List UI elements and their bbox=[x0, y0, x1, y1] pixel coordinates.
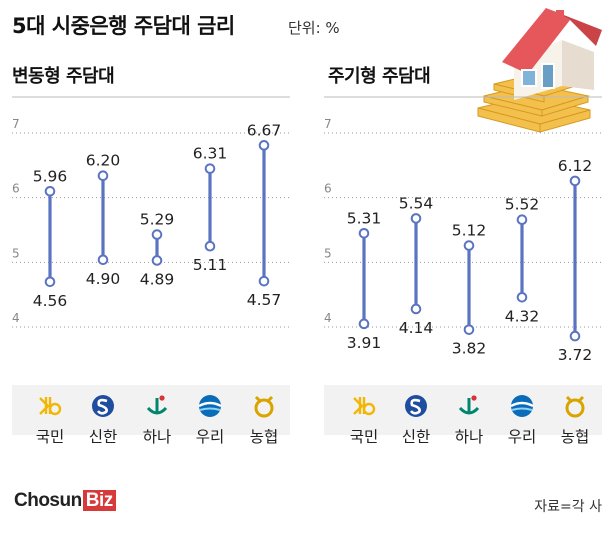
max-value-label: 5.31 bbox=[347, 209, 382, 227]
min-value-label: 3.82 bbox=[452, 340, 487, 358]
bank-name-label: 신한 bbox=[89, 428, 118, 446]
bank-name-label: 우리 bbox=[196, 428, 225, 446]
min-value-label: 4.32 bbox=[505, 307, 540, 325]
max-value-label: 5.96 bbox=[33, 167, 68, 185]
min-value-label: 4.56 bbox=[33, 292, 68, 310]
min-value-label: 4.90 bbox=[86, 270, 121, 288]
unit-label: 단위: % bbox=[288, 19, 340, 37]
bank-name-label: 국민 bbox=[350, 428, 379, 446]
bank-name-label: 하나 bbox=[455, 428, 484, 446]
bank-name-label: 하나 bbox=[143, 428, 172, 446]
min-point bbox=[204, 240, 216, 252]
max-point bbox=[258, 140, 270, 151]
min-point bbox=[44, 276, 56, 288]
min-value-label: 3.91 bbox=[347, 334, 382, 352]
shinhan-icon bbox=[405, 395, 427, 417]
kb-icon bbox=[353, 397, 376, 416]
min-value-label: 5.11 bbox=[193, 256, 228, 274]
hana-icon bbox=[458, 395, 480, 415]
max-point bbox=[516, 214, 528, 226]
min-value-label: 3.72 bbox=[558, 346, 593, 364]
min-value-label: 4.14 bbox=[399, 319, 434, 337]
max-point bbox=[97, 170, 109, 182]
bank-name-label: 우리 bbox=[508, 428, 537, 446]
max-value-label: 6.67 bbox=[247, 121, 282, 139]
y-tick-label: 5 bbox=[12, 246, 20, 260]
max-value-label: 6.31 bbox=[193, 145, 228, 163]
chart-title-variable: 변동형 주담대 bbox=[12, 66, 115, 87]
max-value-label: 5.52 bbox=[505, 196, 540, 214]
max-value-label: 6.12 bbox=[558, 157, 593, 175]
brand-logo: Chosun Biz bbox=[14, 490, 116, 512]
y-tick-label: 6 bbox=[324, 182, 332, 196]
page-title: 5대 시중은행 주담대 금리 bbox=[12, 14, 235, 38]
y-tick-label: 4 bbox=[12, 311, 20, 325]
chart-title-periodic: 주기형 주담대 bbox=[328, 66, 431, 87]
shinhan-icon bbox=[92, 395, 114, 417]
max-point bbox=[463, 240, 475, 251]
max-point bbox=[410, 213, 422, 224]
min-point bbox=[358, 318, 370, 330]
y-tick-label: 5 bbox=[324, 246, 332, 260]
min-point bbox=[151, 255, 163, 266]
brand-main: Chosun bbox=[14, 490, 82, 511]
bank-name-label: 농협 bbox=[250, 428, 279, 446]
max-point bbox=[569, 175, 581, 187]
max-value-label: 6.20 bbox=[86, 152, 121, 170]
min-point bbox=[569, 330, 581, 342]
max-point bbox=[151, 229, 163, 240]
bank-name-label: 신한 bbox=[402, 428, 431, 446]
max-point bbox=[358, 227, 370, 239]
max-point bbox=[44, 185, 56, 197]
min-value-label: 4.57 bbox=[247, 291, 282, 309]
min-point bbox=[410, 303, 422, 315]
source-note: 자료=각 사 bbox=[534, 499, 602, 515]
y-tick-label: 7 bbox=[324, 117, 332, 131]
max-value-label: 5.29 bbox=[140, 211, 175, 229]
min-point bbox=[258, 275, 270, 287]
nh-icon bbox=[565, 395, 585, 418]
min-point bbox=[516, 292, 528, 303]
hana-icon bbox=[146, 395, 168, 415]
bank-name-label: 농협 bbox=[561, 428, 590, 446]
max-value-label: 5.54 bbox=[399, 194, 434, 212]
y-tick-label: 4 bbox=[324, 311, 332, 325]
woori-icon bbox=[198, 395, 222, 417]
house-illustration-icon bbox=[477, 8, 602, 133]
min-value-label: 4.89 bbox=[140, 270, 175, 288]
y-tick-label: 6 bbox=[12, 182, 20, 196]
y-tick-label: 7 bbox=[12, 117, 20, 131]
woori-icon bbox=[510, 395, 534, 417]
nh-icon bbox=[254, 395, 274, 418]
max-value-label: 5.12 bbox=[452, 222, 487, 240]
brand-accent: Biz bbox=[82, 490, 116, 511]
max-point bbox=[204, 163, 216, 174]
min-point bbox=[97, 254, 109, 266]
min-point bbox=[463, 324, 475, 335]
kb-icon bbox=[39, 397, 62, 416]
bank-name-label: 국민 bbox=[36, 428, 65, 446]
